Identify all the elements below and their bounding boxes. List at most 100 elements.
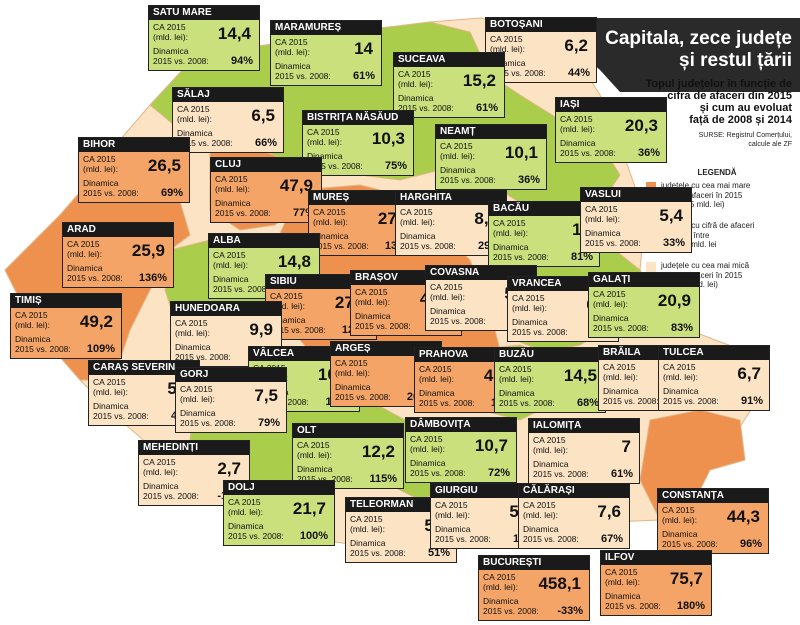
county-name: BISTRIȚA NĂSĂUD <box>303 111 413 125</box>
mld-label: (mld. lei): <box>67 249 102 259</box>
county-dynamic: 51% <box>427 547 450 559</box>
vs-label: 2015 vs. 2008: <box>313 241 369 251</box>
ca-label: CA 2015 <box>430 282 463 292</box>
county-value: 6,2 <box>564 36 588 55</box>
ca-label: CA 2015 <box>228 497 261 507</box>
vs-label: 2015 vs. 2008: <box>603 396 659 406</box>
mld-label: (mld. lei): <box>15 320 50 330</box>
mld-label: (mld. lei): <box>313 217 348 227</box>
mld-label: (mld. lei): <box>662 515 697 525</box>
county-name: IAȘI <box>556 98 666 112</box>
mld-label: (mld. lei): <box>490 44 525 54</box>
mld-label: (mld. lei): <box>153 32 188 42</box>
vs-label: 2015 vs. 2008: <box>585 238 641 248</box>
dyn-label: Dinamica <box>93 401 129 411</box>
county-dynamic: 81% <box>570 251 593 263</box>
county-value: 458,1 <box>538 574 581 593</box>
vs-label: 2015 vs. 2008: <box>523 534 579 544</box>
county-value: 7,6 <box>597 502 621 521</box>
county-name: CONSTANȚA <box>658 489 768 503</box>
county-name: ARGEȘ <box>331 342 441 356</box>
county-dynamic: 61% <box>352 70 375 82</box>
dyn-label: Dinamica <box>512 317 548 327</box>
county-value: 6,7 <box>737 364 761 383</box>
mld-label: (mld. lei): <box>499 374 534 384</box>
county-name: HARGHITA <box>396 191 506 205</box>
vs-label: 2015 vs. 2008: <box>490 68 546 78</box>
county-box-neamt: NEAMȚ CA 2015 (mld. lei): Dinamica 2015 vs. … <box>435 124 547 190</box>
source-line-2: calcule ale ZF <box>748 141 792 148</box>
county-name: ALBA <box>209 234 319 248</box>
subtitle-line-2: cifra de afaceri din 2015 <box>667 90 792 102</box>
vs-label: 2015 vs. 2008: <box>215 208 271 218</box>
ca-label: CA 2015 <box>523 500 556 510</box>
map-title-line-1: Capitala, zece județe <box>605 28 792 49</box>
ca-label: CA 2015 <box>307 127 340 137</box>
county-box-bihor: BIHOR CA 2015 (mld. lei): Dinamica 2015 vs. … <box>78 137 190 203</box>
county-name: DOLJ <box>224 481 334 495</box>
title-band <box>575 18 800 92</box>
county-box-iasi: IAȘI CA 2015 (mld. lei): Dinamica 2015 vs. 2… <box>555 97 667 163</box>
county-dynamic: 61% <box>475 102 498 114</box>
county-dynamic: 66% <box>254 137 277 149</box>
vs-label: 2015 vs. 2008: <box>499 398 555 408</box>
dyn-label: Dinamica <box>410 458 446 468</box>
mld-label: (mld. lei): <box>493 228 528 238</box>
mld-label: (mld. lei): <box>560 124 595 134</box>
ca-label: CA 2015 <box>313 207 346 217</box>
county-name: TIMIȘ <box>11 294 121 308</box>
dyn-label: Dinamica <box>213 274 249 284</box>
county-dynamic: 61% <box>610 468 633 480</box>
county-dynamic: 69% <box>160 187 183 199</box>
dyn-label: Dinamica <box>523 524 559 534</box>
county-name: ILFOV <box>601 551 711 565</box>
county-box-cluj: CLUJ CA 2015 (mld. lei): Dinamica 2015 vs. 2… <box>210 157 322 223</box>
county-box-buzau: BUZĂU CA 2015 (mld. lei): Dinamica 2015 vs. … <box>494 347 606 413</box>
county-name: MARAMUREȘ <box>271 21 381 35</box>
ca-label: CA 2015 <box>15 310 48 320</box>
county-name: BUZĂU <box>495 348 605 362</box>
county-dynamic: 94% <box>230 55 253 67</box>
county-value: 10,3 <box>371 129 405 148</box>
dyn-label: Dinamica <box>603 386 639 396</box>
ca-label: CA 2015 <box>297 440 330 450</box>
ca-label: CA 2015 <box>67 239 100 249</box>
county-value: 25,9 <box>131 241 165 260</box>
county-dynamic: 72% <box>487 467 510 479</box>
dyn-label: Dinamica <box>180 408 216 418</box>
ca-label: CA 2015 <box>483 572 516 582</box>
county-name: SĂLAJ <box>173 88 283 102</box>
mld-label: (mld. lei): <box>512 303 547 313</box>
dyn-label: Dinamica <box>419 388 455 398</box>
dyn-label: Dinamica <box>228 521 264 531</box>
county-name: BIHOR <box>79 138 189 152</box>
county-value: 20,3 <box>624 116 658 135</box>
county-name: DÂMBOVIȚA <box>406 418 516 432</box>
county-value: 49,2 <box>79 312 113 331</box>
vs-label: 2015 vs. 2008: <box>93 411 149 421</box>
mld-label: (mld. lei): <box>350 524 385 534</box>
county-name: HUNEDOARA <box>171 302 281 316</box>
vs-label: 2015 vs. 2008: <box>512 327 568 337</box>
county-value: 14 <box>354 39 373 58</box>
dyn-label: Dinamica <box>398 93 434 103</box>
county-value: 14,5 <box>563 366 597 385</box>
county-box-teleorman: TELEORMAN CA 2015 (mld. lei): Dinamica 2015 … <box>345 497 457 563</box>
mld-label: (mld. lei): <box>605 577 640 587</box>
county-box-alba: ALBA CA 2015 (mld. lei): Dinamica 2015 vs. 2… <box>208 233 320 299</box>
county-box-dolj: DOLJ CA 2015 (mld. lei): Dinamica 2015 vs. 2… <box>223 480 335 546</box>
dyn-label: Dinamica <box>350 538 386 548</box>
ca-label: CA 2015 <box>350 514 383 524</box>
county-value: 9,9 <box>249 320 273 339</box>
county-value: 20,9 <box>657 291 691 310</box>
county-value: 12,2 <box>361 442 395 461</box>
county-dynamic: 91% <box>740 395 763 407</box>
ca-label: CA 2015 <box>398 69 431 79</box>
county-name: NEAMȚ <box>436 125 546 139</box>
ca-label: CA 2015 <box>275 37 308 47</box>
dyn-label: Dinamica <box>400 231 436 241</box>
county-name: SIBIU <box>266 275 376 289</box>
dyn-label: Dinamica <box>533 459 569 469</box>
ca-label: CA 2015 <box>143 457 176 467</box>
dyn-label: Dinamica <box>493 242 529 252</box>
